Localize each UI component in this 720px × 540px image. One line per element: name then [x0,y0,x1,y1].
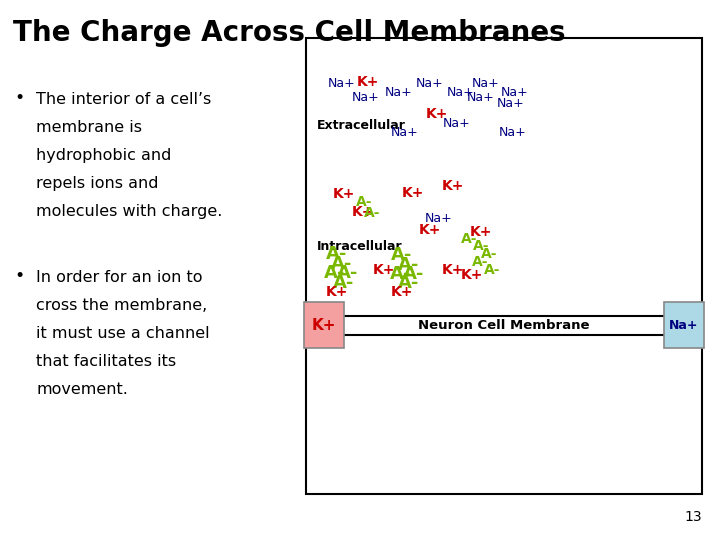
Text: K+: K+ [461,268,483,282]
Text: A-: A- [403,265,425,283]
Text: Na+: Na+ [328,77,356,90]
Text: K+: K+ [373,263,395,277]
Text: Na+: Na+ [416,77,444,90]
Text: A-: A- [473,239,490,253]
Text: Na+: Na+ [472,77,500,90]
Text: A-: A- [484,263,500,277]
Text: The interior of a cell’s: The interior of a cell’s [36,92,211,107]
Text: K+: K+ [351,205,374,219]
Text: K+: K+ [312,318,336,333]
Text: Intracellular: Intracellular [317,240,402,253]
Text: Na+: Na+ [351,91,379,104]
Text: A-: A- [481,247,498,261]
Text: K+: K+ [326,285,348,299]
Text: K+: K+ [441,263,464,277]
Text: that facilitates its: that facilitates its [36,354,176,369]
Text: A-: A- [397,255,419,274]
Text: Extracellular: Extracellular [317,119,405,132]
Text: movement.: movement. [36,382,128,397]
Text: K+: K+ [356,75,379,89]
Text: A-: A- [324,264,346,282]
Text: The Charge Across Cell Membranes: The Charge Across Cell Membranes [13,19,566,47]
Bar [306,38,702,494]
Text: A-: A- [326,245,348,263]
Text: Neuron Cell Membrane: Neuron Cell Membrane [418,319,590,332]
Text: Na+: Na+ [385,86,413,99]
Text: repels ions and: repels ions and [36,176,158,191]
Text: K+: K+ [419,222,441,237]
Bar [664,302,704,348]
Text: K+: K+ [333,187,355,201]
Text: Na+: Na+ [497,97,525,110]
Text: Na+: Na+ [500,86,528,99]
Text: A-: A- [398,274,420,293]
Text: Na+: Na+ [391,126,419,139]
Text: it must use a channel: it must use a channel [36,326,210,341]
Text: molecules with charge.: molecules with charge. [36,204,222,219]
Text: K+: K+ [391,285,413,299]
Text: hydrophobic and: hydrophobic and [36,148,171,163]
Text: Na+: Na+ [670,319,698,332]
Text: A-: A- [461,232,477,246]
Text: Na+: Na+ [443,117,471,130]
Text: A-: A- [337,264,359,282]
Text: A-: A- [333,274,355,292]
Text: Na+: Na+ [425,212,453,225]
Text: Na+: Na+ [467,91,495,104]
Text: •: • [14,267,24,285]
Text: K+: K+ [470,225,492,239]
Text: A-: A- [472,255,488,269]
Text: In order for an ion to: In order for an ion to [36,270,202,285]
Text: Na+: Na+ [446,86,474,99]
Text: A-: A- [390,265,412,283]
Text: membrane is: membrane is [36,120,142,135]
Text: 13: 13 [685,510,702,524]
Text: A-: A- [391,246,413,265]
Text: A-: A- [331,254,353,273]
Text: K+: K+ [402,186,424,200]
Text: •: • [14,89,24,107]
Text: Na+: Na+ [499,126,527,139]
Text: K+: K+ [441,179,464,193]
Text: A-: A- [356,195,373,209]
Text: K+: K+ [426,107,449,122]
Text: cross the membrane,: cross the membrane, [36,298,207,313]
Bar [304,302,344,348]
Text: A-: A- [364,206,380,220]
